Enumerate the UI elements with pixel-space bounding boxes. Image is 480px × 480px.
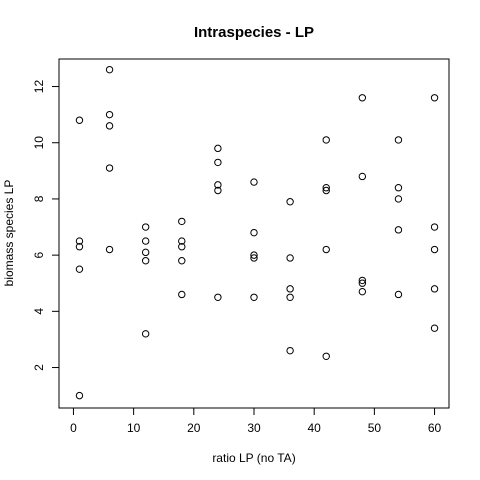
y-tick-label: 2 (32, 364, 46, 371)
data-point (178, 257, 186, 265)
data-point (394, 226, 403, 234)
data-point (141, 257, 150, 265)
data-point (394, 183, 403, 192)
data-point (214, 144, 222, 153)
data-point (322, 136, 330, 144)
data-point (250, 228, 258, 237)
data-point (394, 290, 403, 299)
data-point (358, 94, 367, 102)
data-point (105, 245, 114, 254)
x-tick-label: 60 (428, 421, 442, 435)
data-point (430, 94, 439, 102)
y-axis-label: biomass species LP (2, 180, 16, 287)
data-point (358, 279, 367, 287)
data-point (178, 237, 186, 245)
data-point (250, 251, 258, 259)
x-tick-label: 0 (70, 421, 77, 435)
data-point (75, 265, 84, 273)
data-point (214, 293, 222, 301)
data-point (105, 65, 114, 74)
data-point (250, 293, 258, 301)
data-point (105, 164, 114, 172)
data-point (286, 254, 294, 262)
data-point (178, 217, 186, 226)
data-point (286, 293, 294, 301)
data-point (75, 243, 84, 251)
data-point (430, 223, 439, 231)
x-tick-label: 10 (127, 421, 141, 435)
data-point (250, 178, 258, 186)
data-point (141, 248, 150, 257)
data-point (394, 136, 403, 144)
data-point (141, 223, 150, 231)
data-point (178, 243, 186, 251)
data-point (358, 276, 367, 285)
data-points (75, 65, 439, 400)
data-point (322, 186, 330, 195)
x-tick-label: 50 (368, 421, 382, 435)
data-point (286, 285, 294, 293)
data-point (430, 324, 439, 332)
x-tick-label: 20 (187, 421, 201, 435)
data-point (286, 346, 294, 355)
data-point (322, 183, 330, 192)
data-point (430, 245, 439, 254)
data-point (430, 285, 439, 293)
data-point (141, 237, 150, 245)
data-point (322, 352, 330, 360)
x-tick-label: 40 (308, 421, 322, 435)
data-point (214, 186, 222, 195)
data-point (214, 158, 222, 167)
x-axis-label: ratio LP (no TA) (212, 451, 295, 465)
x-axis: 0 10 20 30 40 50 60 (70, 407, 442, 435)
data-point (286, 198, 294, 206)
data-point (141, 330, 150, 338)
data-point (358, 172, 367, 181)
y-axis: 2 4 6 8 10 12 (32, 80, 60, 371)
data-point (394, 195, 403, 203)
y-tick-label: 8 (32, 195, 46, 202)
data-point (75, 237, 84, 245)
data-point (214, 181, 222, 189)
data-point (358, 287, 367, 296)
data-point (75, 391, 84, 400)
y-tick-label: 4 (32, 308, 46, 315)
data-point (250, 254, 258, 262)
data-point (75, 116, 84, 124)
data-point (105, 110, 114, 119)
data-point (105, 122, 114, 130)
y-tick-label: 6 (32, 251, 46, 258)
chart-title: Intraspecies - LP (194, 24, 314, 41)
y-tick-label: 12 (32, 80, 46, 94)
x-tick-label: 30 (247, 421, 261, 435)
y-tick-label: 10 (32, 136, 46, 150)
data-point (322, 245, 330, 254)
plot-frame (58, 58, 450, 409)
data-point (178, 290, 186, 299)
